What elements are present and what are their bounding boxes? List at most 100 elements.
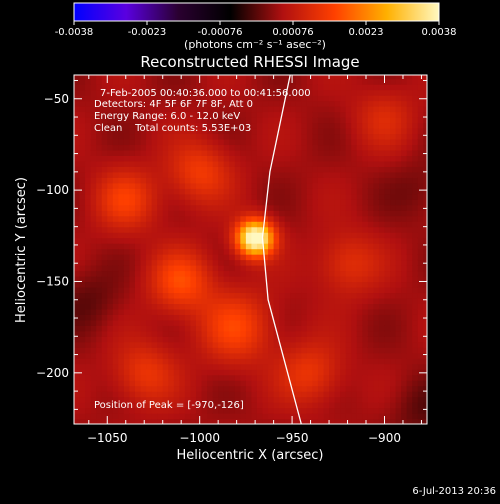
heatmap-cell <box>345 380 352 387</box>
heatmap-cell <box>367 221 374 228</box>
heatmap-cell <box>90 226 97 233</box>
heatmap-cell <box>423 100 427 107</box>
heatmap-cell <box>373 254 380 261</box>
heatmap-cell <box>356 127 363 135</box>
heatmap-cell <box>168 396 175 403</box>
heatmap-cell <box>146 160 153 167</box>
heatmap-cell <box>195 396 203 403</box>
heatmap-cell <box>317 166 325 173</box>
heatmap-cell <box>162 413 169 420</box>
heatmap-cell <box>351 177 358 184</box>
heatmap-cell <box>390 210 397 217</box>
heatmap-cell <box>151 193 158 200</box>
heatmap-cell <box>268 385 275 392</box>
heatmap-cell <box>223 166 230 173</box>
heatmap-cell <box>96 380 103 387</box>
heatmap-cell <box>234 396 241 403</box>
heatmap-cell <box>351 155 358 162</box>
heatmap-cell <box>345 166 352 173</box>
heatmap-cell <box>85 166 92 173</box>
heatmap-cell <box>362 314 369 321</box>
heatmap-cell <box>273 89 280 96</box>
heatmap-cell <box>118 297 125 304</box>
heatmap-cell <box>223 226 230 233</box>
heatmap-cell <box>279 95 286 102</box>
heatmap-cell <box>229 292 236 299</box>
heatmap-cell <box>179 78 186 85</box>
heatmap-cell <box>134 325 142 332</box>
heatmap-cell <box>340 199 347 206</box>
heatmap-cell <box>367 166 374 173</box>
heatmap-cell <box>240 160 247 167</box>
heatmap-cell <box>390 358 397 365</box>
heatmap-cell <box>390 402 397 409</box>
heatmap-cell <box>351 84 358 91</box>
heatmap-cell <box>279 281 286 288</box>
heatmap-cell <box>229 204 236 211</box>
heatmap-cell <box>184 237 192 244</box>
heatmap-cell <box>129 297 136 304</box>
heatmap-cell <box>290 171 297 178</box>
heatmap-cell <box>401 199 408 206</box>
heatmap-cell <box>190 133 197 140</box>
heatmap-cell <box>406 396 413 403</box>
heatmap-cell <box>195 292 203 299</box>
heatmap-cell <box>378 127 386 135</box>
heatmap-cell <box>129 155 136 162</box>
y-tick-label: −150 <box>36 274 69 288</box>
heatmap-cell <box>295 95 302 102</box>
heatmap-cell <box>329 100 336 107</box>
heatmap-cell <box>295 330 302 337</box>
heatmap-cell <box>129 402 136 409</box>
heatmap-cell <box>107 199 114 206</box>
heatmap-cell <box>423 221 427 228</box>
heatmap-cell <box>279 259 286 266</box>
heatmap-cell <box>373 380 380 387</box>
heatmap-cell <box>218 275 225 283</box>
heatmap-cell <box>218 385 225 392</box>
heatmap-cell <box>195 413 203 420</box>
heatmap-cell <box>367 243 374 250</box>
heatmap-cell <box>417 84 424 91</box>
heatmap-cell <box>345 204 352 211</box>
heatmap-cell <box>234 385 241 392</box>
heatmap-cell <box>146 204 153 211</box>
heatmap-cell <box>367 275 374 283</box>
heatmap-cell <box>384 144 391 151</box>
heatmap-cell <box>129 254 136 261</box>
heatmap-cell <box>367 188 374 195</box>
heatmap-cell <box>356 352 363 359</box>
heatmap-cell <box>223 270 230 277</box>
heatmap-cell <box>378 292 386 299</box>
heatmap-cell <box>351 347 358 354</box>
heatmap-cell <box>190 259 197 266</box>
heatmap-cell <box>373 358 380 365</box>
heatmap-cell <box>107 177 114 184</box>
heatmap-cell <box>329 232 336 239</box>
heatmap-cell <box>262 308 269 315</box>
heatmap-cell <box>195 391 203 398</box>
heatmap-cell <box>245 297 253 304</box>
heatmap-cell <box>295 106 302 113</box>
heatmap-cell <box>312 243 319 250</box>
heatmap-cell <box>284 286 291 294</box>
heatmap-cell <box>412 160 419 167</box>
heatmap-cell <box>284 75 291 80</box>
heatmap-cell <box>112 374 119 381</box>
heatmap-cell <box>279 226 286 233</box>
heatmap-cell <box>234 232 241 239</box>
heatmap-cell <box>412 292 419 299</box>
heatmap-cell <box>123 407 131 414</box>
heatmap-cell <box>168 330 175 337</box>
heatmap-cell <box>317 215 325 222</box>
heatmap-cell <box>151 330 158 337</box>
heatmap-cell <box>401 122 408 129</box>
heatmap-cell <box>173 319 180 326</box>
heatmap-cell <box>279 385 286 392</box>
heatmap-cell <box>101 133 108 140</box>
heatmap-cell <box>256 193 264 200</box>
heatmap-cell <box>96 254 103 261</box>
heatmap-cell <box>101 221 108 228</box>
heatmap-cell <box>345 286 352 294</box>
heatmap-cell <box>279 297 286 304</box>
